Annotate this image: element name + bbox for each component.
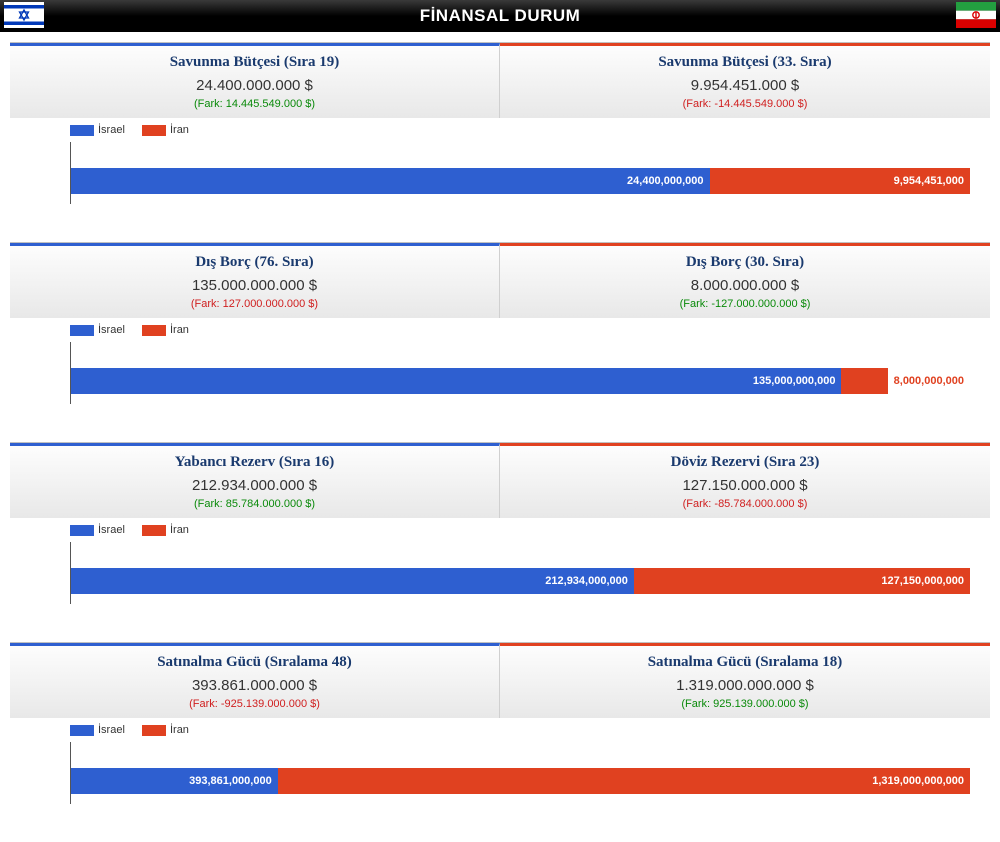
panel-right-cell: Savunma Bütçesi (33. Sıra) 9.954.451.000… [500,43,990,118]
chart-legend: İsrael İran [70,524,970,536]
chart-axis-bottom [70,794,970,804]
metric-title-left: Satınalma Gücü (Sıralama 48) [10,652,499,675]
bar-segment-right: 1,319,000,000,000 [278,768,970,794]
legend-label-left: İsrael [98,724,125,736]
legend-label-right: İran [170,324,189,336]
metric-value-right: 9.954.451.000 $ [500,75,990,96]
comparison-bar: 212,934,000,000 127,150,000,000 [70,568,970,594]
chart-legend: İsrael İran [70,324,970,336]
panel-chart-area: İsrael İran 135,000,000,000 8,000,000,00… [10,318,990,424]
panel-left-cell: Satınalma Gücü (Sıralama 48) 393.861.000… [10,643,500,718]
panel-chart-area: İsrael İran 393,861,000,000 1,319,000,00… [10,718,990,824]
metric-value-right: 8.000.000.000 $ [500,275,990,296]
metric-title-right: Dış Borç (30. Sıra) [500,252,990,275]
metric-value-left: 135.000.000.000 $ [10,275,499,296]
metric-diff-right: (Fark: -14.445.549.000 $) [500,96,990,114]
metric-title-right: Savunma Bütçesi (33. Sıra) [500,52,990,75]
legend-label-right: İran [170,524,189,536]
panel-right-cell: Döviz Rezervi (Sıra 23) 127.150.000.000 … [500,443,990,518]
chart-axis-spacer [70,342,970,368]
metric-diff-left: (Fark: -925.139.000.000 $) [10,696,499,714]
metric-title-right: Satınalma Gücü (Sıralama 18) [500,652,990,675]
chart-axis-bottom [70,394,970,404]
metric-diff-left: (Fark: 127.000.000.000 $) [10,296,499,314]
metric-diff-right: (Fark: -85.784.000.000 $) [500,496,990,514]
chart-axis-spacer [70,142,970,168]
comparison-panel: Dış Borç (76. Sıra) 135.000.000.000 $ (F… [10,242,990,424]
bar-label-overflow: 8,000,000,000 [888,368,970,394]
panel-left-cell: Yabancı Rezerv (Sıra 16) 212.934.000.000… [10,443,500,518]
panel-right-cell: Dış Borç (30. Sıra) 8.000.000.000 $ (Far… [500,243,990,318]
chart-legend: İsrael İran [70,724,970,736]
metric-diff-right: (Fark: 925.139.000.000 $) [500,696,990,714]
legend-label-left: İsrael [98,524,125,536]
metric-diff-right: (Fark: -127.000.000.000 $) [500,296,990,314]
metric-value-left: 212.934.000.000 $ [10,475,499,496]
bar-segment-left: 24,400,000,000 [71,168,710,194]
panel-chart-area: İsrael İran 212,934,000,000 127,150,000,… [10,518,990,624]
bar-segment-right [841,368,887,394]
panel-left-cell: Dış Borç (76. Sıra) 135.000.000.000 $ (F… [10,243,500,318]
panel-chart-area: İsrael İran 24,400,000,000 9,954,451,000 [10,118,990,224]
flag-israel-icon [4,2,44,28]
metric-title-left: Yabancı Rezerv (Sıra 16) [10,452,499,475]
comparison-panel: Yabancı Rezerv (Sıra 16) 212.934.000.000… [10,442,990,624]
legend-swatch-right [142,325,166,336]
legend-label-right: İran [170,124,189,136]
comparison-bar: 393,861,000,000 1,319,000,000,000 [70,768,970,794]
page-header: FİNANSAL DURUM [0,0,1000,32]
metric-value-right: 1.319.000.000.000 $ [500,675,990,696]
metric-diff-left: (Fark: 14.445.549.000 $) [10,96,499,114]
legend-swatch-left [70,525,94,536]
metric-title-left: Dış Borç (76. Sıra) [10,252,499,275]
legend-swatch-left [70,125,94,136]
panel-header-row: Savunma Bütçesi (Sıra 19) 24.400.000.000… [10,42,990,118]
chart-axis-spacer [70,742,970,768]
legend-swatch-left [70,725,94,736]
bar-segment-left: 393,861,000,000 [71,768,278,794]
comparison-bar: 135,000,000,000 8,000,000,000 [70,368,970,394]
panel-right-cell: Satınalma Gücü (Sıralama 18) 1.319.000.0… [500,643,990,718]
metric-diff-left: (Fark: 85.784.000.000 $) [10,496,499,514]
comparison-panel: Savunma Bütçesi (Sıra 19) 24.400.000.000… [10,42,990,224]
chart-axis-bottom [70,594,970,604]
bar-segment-left: 135,000,000,000 [71,368,841,394]
bar-segment-right: 127,150,000,000 [634,568,970,594]
bar-segment-left: 212,934,000,000 [71,568,634,594]
legend-swatch-left [70,325,94,336]
metric-title-right: Döviz Rezervi (Sıra 23) [500,452,990,475]
page-title: FİNANSAL DURUM [420,6,581,25]
legend-swatch-right [142,125,166,136]
chart-legend: İsrael İran [70,124,970,136]
legend-swatch-right [142,725,166,736]
metric-value-left: 24.400.000.000 $ [10,75,499,96]
panel-left-cell: Savunma Bütçesi (Sıra 19) 24.400.000.000… [10,43,500,118]
metric-value-left: 393.861.000.000 $ [10,675,499,696]
chart-axis-bottom [70,194,970,204]
panel-header-row: Yabancı Rezerv (Sıra 16) 212.934.000.000… [10,442,990,518]
panel-header-row: Satınalma Gücü (Sıralama 48) 393.861.000… [10,642,990,718]
bar-segment-right: 9,954,451,000 [710,168,970,194]
legend-label-left: İsrael [98,324,125,336]
legend-label-left: İsrael [98,124,125,136]
metric-title-left: Savunma Bütçesi (Sıra 19) [10,52,499,75]
panel-header-row: Dış Borç (76. Sıra) 135.000.000.000 $ (F… [10,242,990,318]
chart-axis-spacer [70,542,970,568]
legend-label-right: İran [170,724,189,736]
metric-value-right: 127.150.000.000 $ [500,475,990,496]
legend-swatch-right [142,525,166,536]
comparison-panel: Satınalma Gücü (Sıralama 48) 393.861.000… [10,642,990,824]
comparison-bar: 24,400,000,000 9,954,451,000 [70,168,970,194]
flag-iran-icon [956,2,996,28]
